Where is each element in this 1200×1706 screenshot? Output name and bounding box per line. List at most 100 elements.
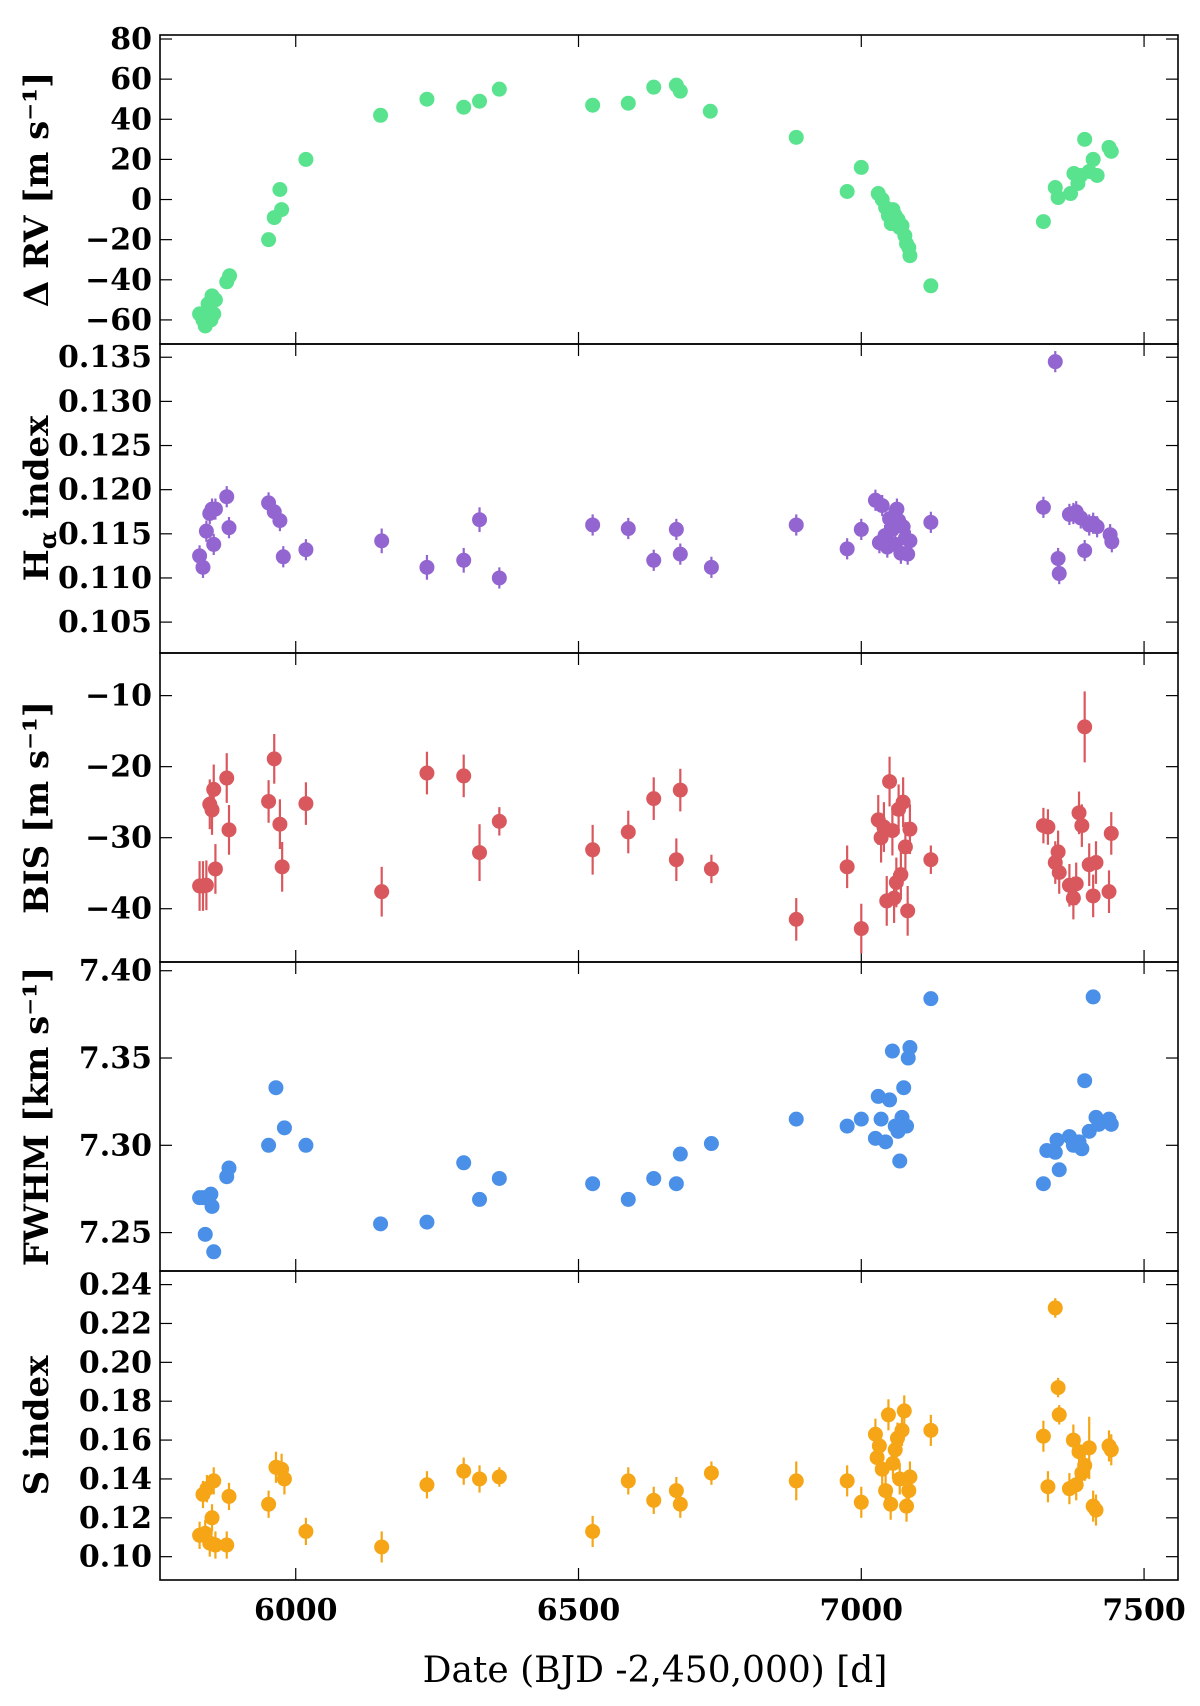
data-point bbox=[668, 1483, 684, 1499]
y-tick-label: 0.14 bbox=[79, 1462, 152, 1497]
data-point bbox=[374, 884, 390, 900]
y-axis-label-subscript: α bbox=[33, 531, 62, 549]
data-point bbox=[885, 1455, 901, 1471]
data-point bbox=[1035, 499, 1051, 515]
data-point bbox=[894, 1422, 910, 1438]
data-point bbox=[1051, 1407, 1067, 1423]
data-point bbox=[1035, 214, 1051, 230]
y-axis-label-main: H bbox=[17, 549, 57, 581]
data-point bbox=[261, 1496, 277, 1512]
series-bis bbox=[192, 691, 1119, 954]
data-point bbox=[274, 859, 290, 875]
y-tick-label: 0.20 bbox=[79, 1345, 152, 1380]
data-point bbox=[672, 546, 688, 562]
y-tick-label: 0.120 bbox=[58, 473, 152, 508]
panel-rv: −60 −40 −20 0 20 40 60 80 Δ RV [m s⁻¹] bbox=[17, 22, 1179, 345]
data-point bbox=[871, 1438, 887, 1454]
data-point bbox=[902, 533, 918, 549]
data-point bbox=[491, 81, 507, 97]
data-point bbox=[1085, 888, 1101, 904]
data-point bbox=[869, 1450, 885, 1466]
data-point bbox=[896, 1080, 912, 1096]
data-point bbox=[892, 1153, 908, 1169]
panel-halpha: 0.105 0.110 0.115 0.120 0.125 0.130 0.135 Hα in… bbox=[17, 340, 1179, 654]
data-point bbox=[1104, 534, 1120, 550]
data-point bbox=[788, 911, 804, 927]
data-point bbox=[206, 306, 222, 322]
data-point bbox=[195, 559, 211, 575]
data-point bbox=[1103, 143, 1119, 159]
data-point bbox=[874, 498, 890, 514]
data-point bbox=[646, 1492, 662, 1508]
data-point bbox=[839, 1118, 855, 1134]
y-tick-label: 7.35 bbox=[79, 1041, 152, 1076]
data-point bbox=[491, 570, 507, 586]
data-point bbox=[1049, 1132, 1065, 1148]
data-point bbox=[668, 521, 684, 537]
data-point bbox=[1103, 1116, 1119, 1132]
data-point bbox=[703, 861, 719, 877]
data-point bbox=[620, 1473, 636, 1489]
y-tick-label: −60 bbox=[85, 303, 152, 338]
data-point bbox=[374, 1539, 390, 1555]
data-point bbox=[373, 107, 389, 123]
data-point bbox=[274, 202, 290, 218]
data-point bbox=[207, 1537, 223, 1553]
data-point bbox=[702, 103, 718, 119]
data-point bbox=[853, 159, 869, 175]
data-point bbox=[206, 536, 222, 552]
data-point bbox=[1071, 805, 1087, 821]
y-tick-label: −40 bbox=[85, 263, 152, 298]
data-point bbox=[206, 781, 222, 797]
data-point bbox=[298, 151, 314, 167]
data-point bbox=[1050, 844, 1066, 860]
data-point bbox=[419, 1214, 435, 1230]
data-point bbox=[1051, 864, 1067, 880]
data-point bbox=[1074, 818, 1090, 834]
panel-frame bbox=[159, 961, 1179, 1272]
data-point bbox=[1085, 989, 1101, 1005]
panel-frame bbox=[159, 1270, 1179, 1581]
data-point bbox=[585, 1523, 601, 1539]
data-point bbox=[902, 1469, 918, 1485]
data-point bbox=[261, 793, 277, 809]
data-point bbox=[923, 1422, 939, 1438]
panel-bis: −40 −30 −20 −10 BIS [m s⁻¹] bbox=[17, 652, 1179, 963]
data-point bbox=[1065, 890, 1081, 906]
data-point bbox=[895, 794, 911, 810]
y-tick-label: 7.25 bbox=[79, 1216, 152, 1251]
data-point bbox=[672, 1496, 688, 1512]
data-point bbox=[883, 1496, 899, 1512]
data-point bbox=[853, 921, 869, 937]
data-point bbox=[788, 517, 804, 533]
data-point bbox=[456, 1463, 472, 1479]
data-point bbox=[703, 1136, 719, 1152]
data-point bbox=[884, 1043, 900, 1059]
data-point bbox=[374, 533, 390, 549]
y-tick-label: 0.115 bbox=[58, 517, 152, 552]
y-tick-label: 40 bbox=[110, 102, 152, 137]
y-tick-label: 80 bbox=[110, 22, 152, 57]
data-point bbox=[889, 501, 905, 517]
data-point bbox=[878, 1483, 894, 1499]
data-point bbox=[1050, 551, 1066, 567]
data-point bbox=[902, 1040, 918, 1056]
series-fwhm bbox=[192, 989, 1119, 1260]
data-point bbox=[585, 97, 601, 113]
data-point bbox=[672, 782, 688, 798]
y-tick-label: −30 bbox=[85, 821, 152, 856]
data-point bbox=[198, 523, 214, 539]
panel-frame bbox=[159, 34, 1179, 345]
data-point bbox=[900, 903, 916, 919]
data-point bbox=[472, 845, 488, 861]
data-point bbox=[620, 1191, 636, 1207]
data-point bbox=[221, 520, 237, 536]
y-tick-label: 0.18 bbox=[79, 1384, 152, 1419]
data-point bbox=[839, 859, 855, 875]
data-point bbox=[1047, 1144, 1063, 1160]
y-tick-label: 0.105 bbox=[58, 605, 152, 640]
data-point bbox=[887, 1442, 903, 1458]
data-point bbox=[222, 268, 238, 284]
data-point bbox=[472, 93, 488, 109]
